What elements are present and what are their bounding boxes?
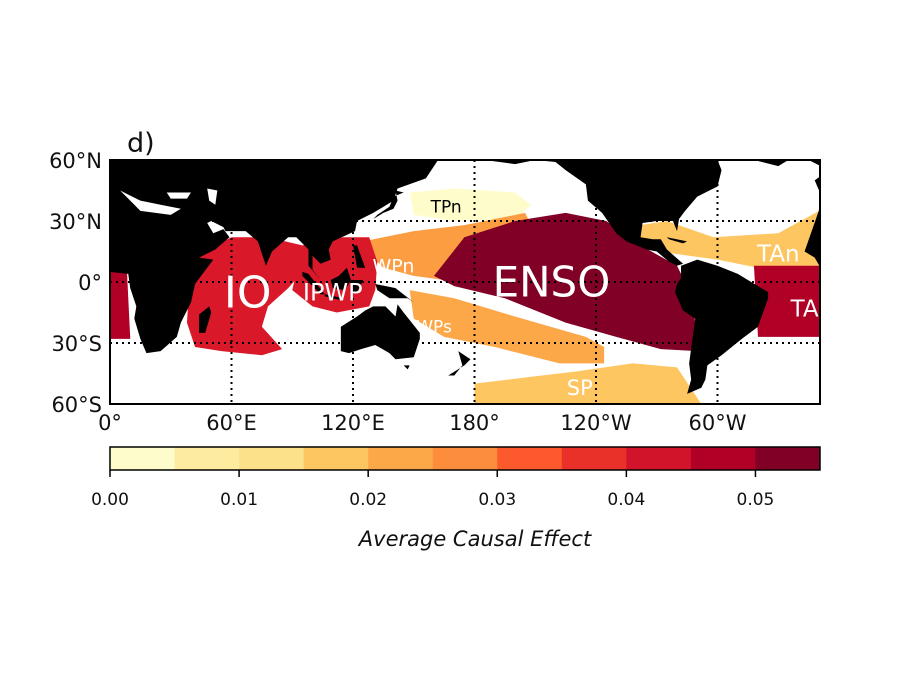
landmass [373,190,404,219]
region-label-sp: SP [567,376,593,400]
colorbar-segment [497,447,563,470]
lat-tick-label: 0° [78,271,102,295]
landmass [350,279,364,293]
map-area: TPn SP TAn WPs WPn IO IPWP TAs ENSO [110,160,831,404]
region-label-ipwp: IPWP [303,279,363,307]
lat-tick-label: 60°S [51,393,102,417]
colorbar-tick-label: 0.01 [220,490,258,510]
inland-sea [207,223,222,232]
landmass [340,304,420,360]
landmass [302,271,325,295]
landmass [110,160,439,354]
colorbar-segment [368,447,434,470]
lon-tick-label: 0° [98,411,122,435]
landmass [324,294,343,301]
colorbar-segment [303,447,369,470]
axis-tick-labels: 60°N30°N0°30°S60°S0° 60°E 120°E 180° 120°W 60… [49,149,747,435]
colorbar-tick-label: 0.04 [607,490,645,510]
inland-sea [207,188,218,205]
region-tpn [409,188,532,222]
region-wps [409,290,605,364]
map-frame [109,159,821,405]
colorbar-segment [690,447,756,470]
region-label-io: IO [224,268,272,319]
landmass [330,267,351,291]
lon-tick-label: 120°E [321,411,385,435]
landmass [448,351,471,376]
landmass [804,160,820,267]
colorbar-tick-label: 0.05 [737,490,775,510]
colorbar-tick-label: 0.03 [478,490,516,510]
colorbar-segment [561,447,627,470]
region-label-tas: TAs [790,296,831,322]
region-tas [753,265,820,337]
colorbar-label: Average Causal Effect [357,527,592,551]
colorbar-segment [174,447,240,470]
region-label-enso: ENSO [493,258,611,307]
landmass [674,259,769,394]
lon-tick-label: 180° [449,411,500,435]
colorbar-segment [432,447,498,470]
lat-tick-label: 30°N [49,210,102,234]
colorbar: 0.00 0.01 0.02 0.03 0.04 0.05 [91,446,821,510]
lat-tick-label: 30°S [51,332,102,356]
inland-sea [166,192,191,199]
region-io [186,237,303,356]
gridlines [110,160,820,404]
colorbar-frame [109,446,821,471]
landmass [375,284,414,303]
colorbar-segment [239,447,305,470]
region-tas [110,255,131,339]
landmass [403,365,410,370]
lon-tick-label: 120°W [560,411,632,435]
colorbar-segment [110,447,176,470]
landmass [484,160,722,266]
landmass [753,160,789,167]
land-layer [110,160,820,394]
regions-layer [110,188,820,404]
lon-tick-label: 60°E [206,411,257,435]
colorbar-tick-label: 0.02 [349,490,387,510]
region-labels: TPn SP TAn WPs WPn IO IPWP TAs ENSO [224,198,831,400]
landmass [353,245,366,268]
region-label-wpn: WPn [373,255,415,277]
colorbar-tick-label: 0.00 [91,490,129,510]
lon-tick-label: 60°W [689,411,747,435]
region-tan [640,210,820,268]
region-sp [474,363,702,404]
lat-tick-label: 60°N [49,149,102,173]
region-label-tan: TAn [756,242,800,268]
colorbar-segment [626,447,692,470]
landmass [666,237,688,244]
panel-label: d) [127,128,155,159]
landmass [199,306,212,333]
region-label-wps: WPs [416,318,452,338]
inland-sea [120,190,181,215]
region-label-tpn: TPn [430,198,462,218]
region-enso [434,212,698,352]
colorbar-segment [755,447,821,470]
